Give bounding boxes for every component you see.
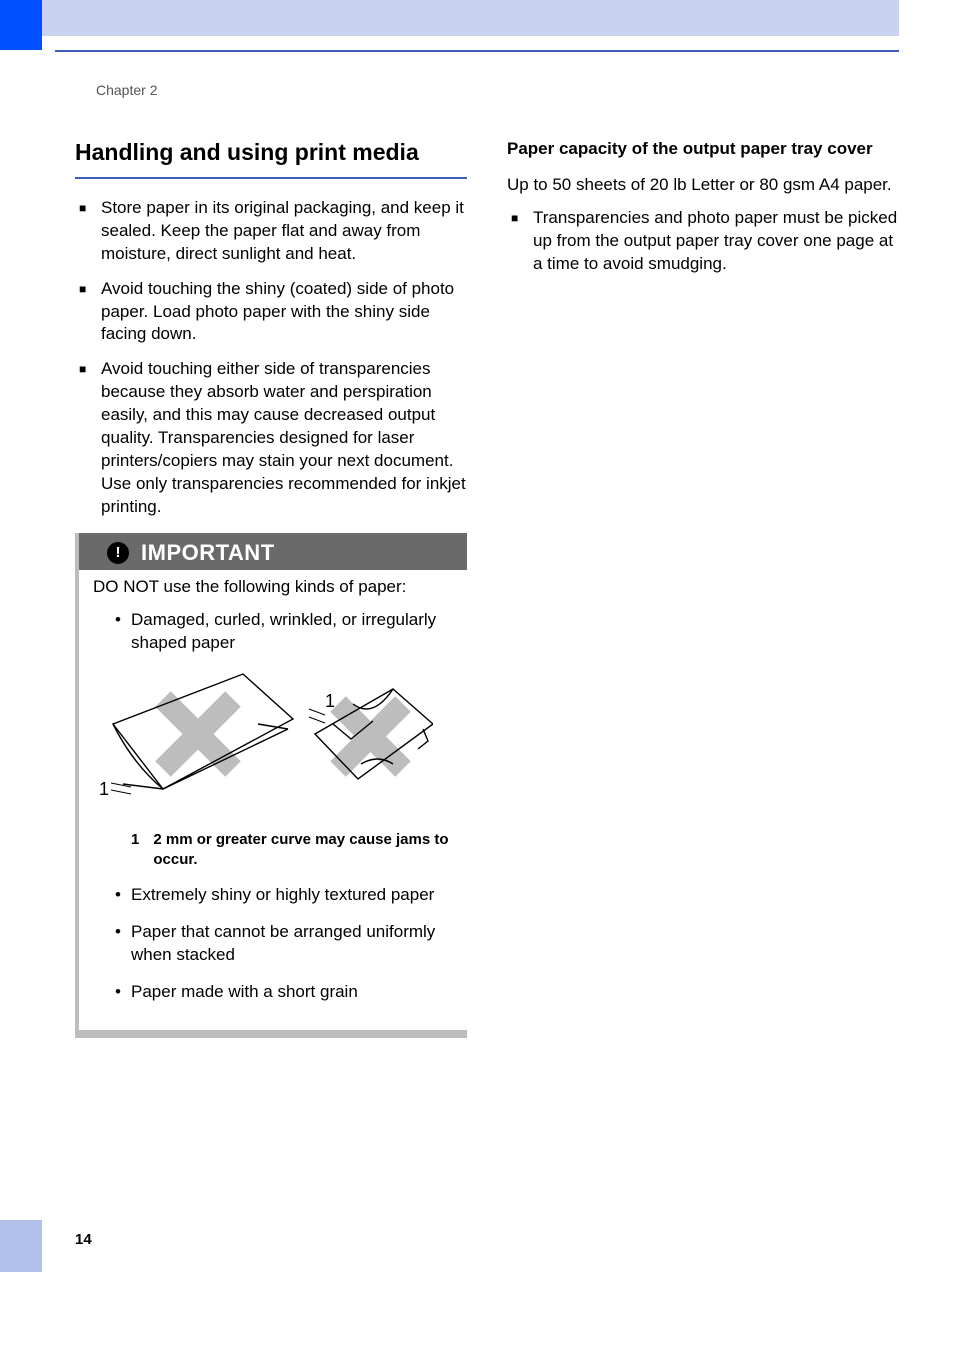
- diagram-caption: 1 2 mm or greater curve may cause jams t…: [93, 830, 461, 871]
- caption-number: 1: [131, 830, 139, 871]
- capacity-list: Transparencies and photo paper must be p…: [507, 207, 899, 276]
- subsection-heading: Paper capacity of the output paper tray …: [507, 138, 899, 160]
- corner-accent: [0, 0, 42, 50]
- important-callout: ! IMPORTANT DO NOT use the following kin…: [75, 533, 467, 1038]
- body-text: Up to 50 sheets of 20 lb Letter or 80 gs…: [507, 174, 899, 197]
- donot-list-top: Damaged, curled, wrinkled, or irregularl…: [93, 609, 461, 655]
- alert-icon: !: [107, 542, 129, 564]
- header-rule: [55, 50, 899, 52]
- caption-text: 2 mm or greater curve may cause jams to …: [153, 830, 461, 871]
- paper-diagram-svg: 1 1: [93, 669, 433, 809]
- x-mark-icon: [163, 699, 233, 769]
- dimension-mark: [309, 709, 325, 723]
- right-column: Paper capacity of the output paper tray …: [507, 138, 899, 1038]
- list-item: Paper that cannot be arranged uniformly …: [93, 921, 461, 967]
- section-heading: Handling and using print media: [75, 138, 467, 179]
- important-body: DO NOT use the following kinds of paper:…: [79, 570, 467, 1024]
- list-item: Avoid touching either side of transparen…: [75, 358, 467, 519]
- list-item: Transparencies and photo paper must be p…: [507, 207, 899, 276]
- list-item: Paper made with a short grain: [93, 981, 461, 1004]
- important-header: ! IMPORTANT: [79, 533, 467, 570]
- left-column: Handling and using print media Store pap…: [75, 138, 467, 1038]
- content-columns: Handling and using print media Store pap…: [75, 138, 899, 1038]
- page-number: 14: [75, 1231, 92, 1248]
- diagram-label: 1: [325, 691, 335, 711]
- list-item: Damaged, curled, wrinkled, or irregularl…: [93, 609, 461, 655]
- list-item: Store paper in its original packaging, a…: [75, 197, 467, 266]
- list-item: Extremely shiny or highly textured paper: [93, 884, 461, 907]
- donot-list-rest: Extremely shiny or highly textured paper…: [93, 884, 461, 1004]
- chapter-label: Chapter 2: [96, 82, 157, 98]
- list-item: Avoid touching the shiny (coated) side o…: [75, 278, 467, 347]
- diagram-label: 1: [99, 779, 109, 799]
- important-title: IMPORTANT: [141, 540, 275, 566]
- header-band: [42, 0, 899, 36]
- footer-accent: [0, 1220, 42, 1272]
- paper-diagram: 1 1: [93, 669, 461, 814]
- important-lead: DO NOT use the following kinds of paper:: [93, 576, 461, 599]
- handling-list: Store paper in its original packaging, a…: [75, 197, 467, 519]
